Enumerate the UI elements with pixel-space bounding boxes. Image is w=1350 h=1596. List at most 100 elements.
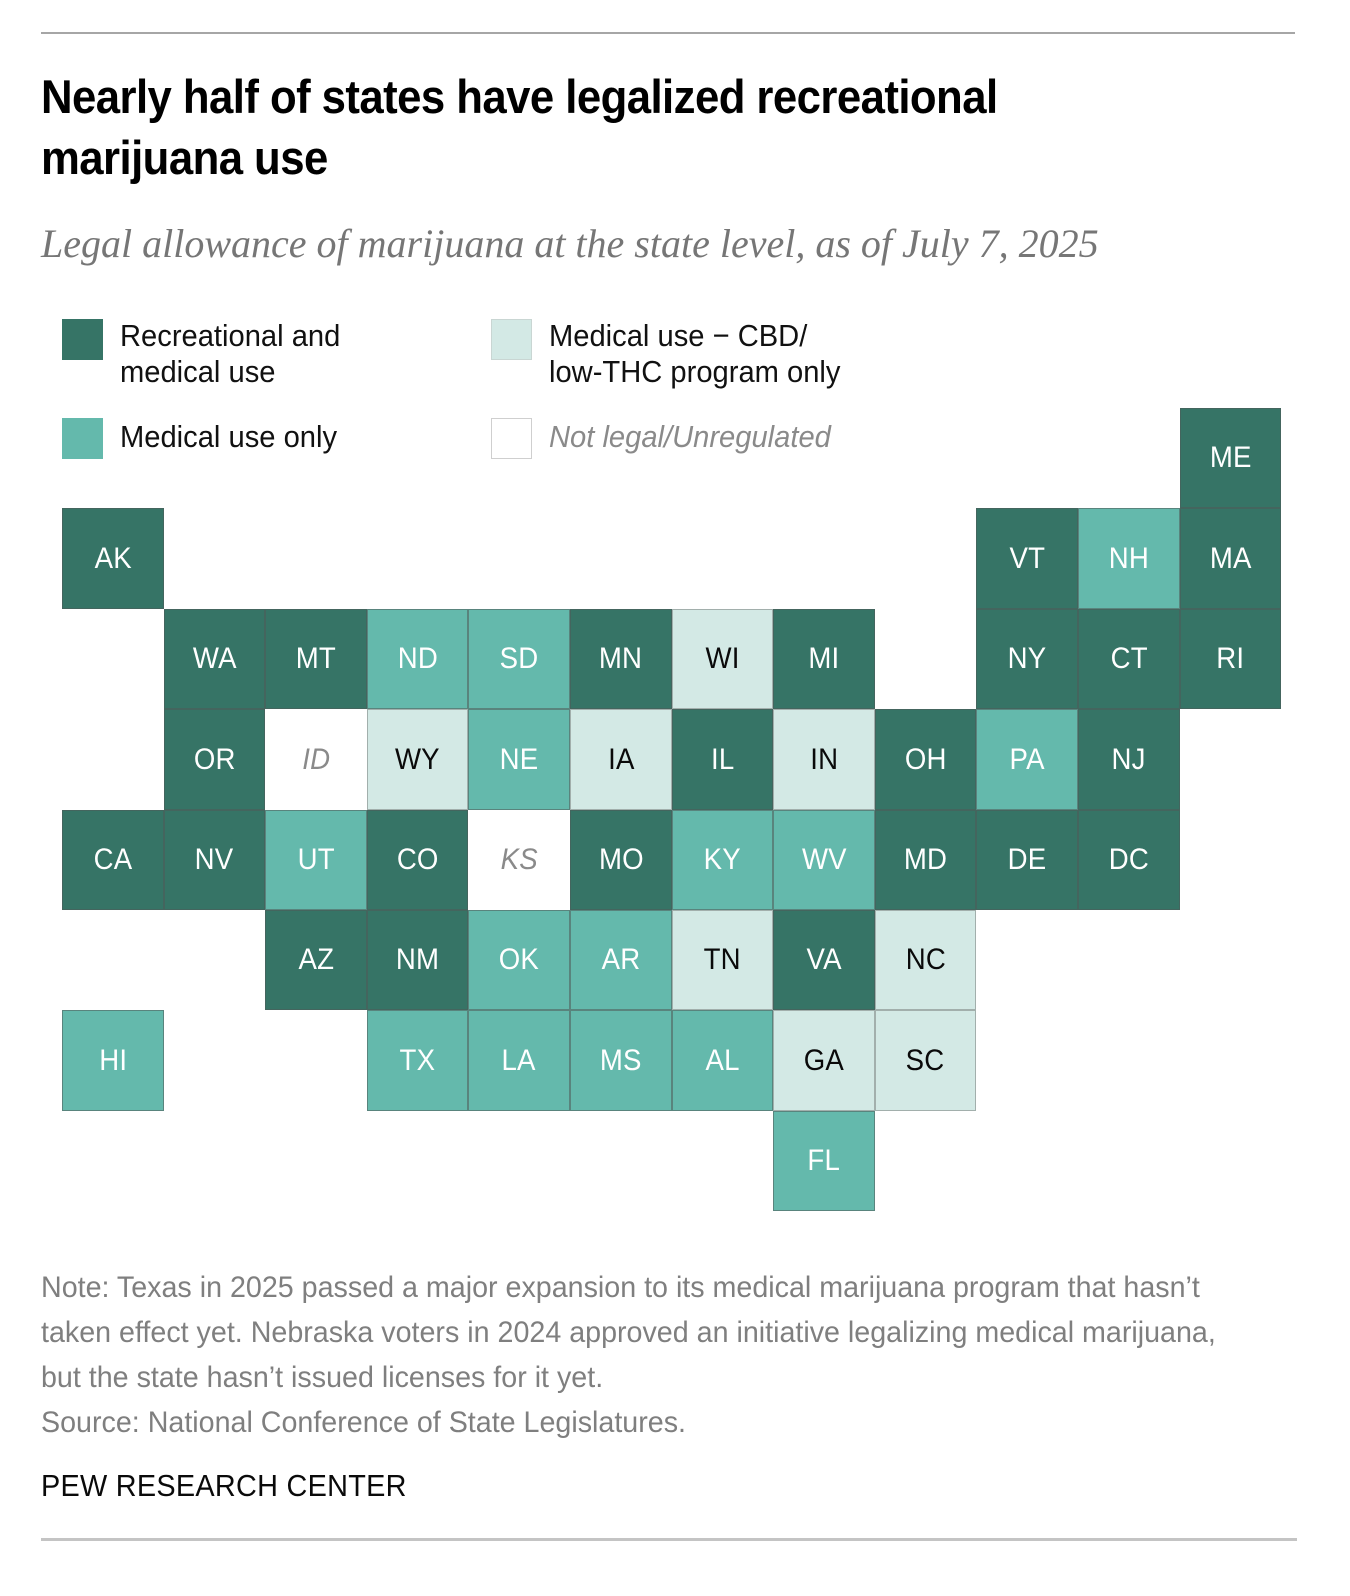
state-tile-ne: NE — [468, 709, 570, 810]
legend-swatch-medical — [62, 418, 103, 459]
state-label: IN — [810, 742, 838, 776]
legend-item-recreational: Recreational and medical use — [62, 318, 354, 390]
state-tile-ar: AR — [570, 910, 672, 1010]
state-tile-ia: IA — [570, 709, 672, 810]
state-label: MD — [903, 843, 948, 876]
source-text: Source: National Conference of State Leg… — [41, 1406, 687, 1439]
state-tile-mn: MN — [570, 609, 672, 709]
state-tile-tx: TX — [367, 1010, 468, 1111]
state-label: GA — [803, 1043, 845, 1077]
state-label: MO — [598, 843, 644, 876]
state-tile-ny: NY — [976, 609, 1078, 709]
state-label: KS — [500, 843, 538, 876]
state-label: CT — [1110, 642, 1148, 675]
state-label: ND — [397, 642, 438, 675]
legend-label-recreational: Recreational and medical use — [120, 318, 340, 390]
state-tile-ri: RI — [1180, 609, 1281, 709]
state-label: IA — [607, 742, 635, 776]
state-tile-ca: CA — [62, 810, 164, 910]
chart-title: Nearly half of states have legalized rec… — [41, 70, 998, 184]
legend-label-line: Medical use − CBD/ — [549, 318, 808, 353]
state-label: ME — [1209, 441, 1252, 474]
state-tile-or: OR — [164, 709, 265, 810]
state-tile-hi: HI — [62, 1010, 164, 1111]
state-tile-la: LA — [468, 1010, 570, 1111]
legend-swatch-cbd — [491, 319, 532, 360]
state-label: NH — [1108, 541, 1150, 575]
state-tile-in: IN — [773, 709, 875, 810]
state-label: HI — [99, 1043, 127, 1077]
state-label: TN — [703, 943, 742, 976]
state-label: ID — [302, 742, 330, 776]
state-label: MI — [808, 642, 840, 675]
state-tile-va: VA — [773, 910, 875, 1010]
state-tile-mo: MO — [570, 810, 672, 910]
state-tile-mi: MI — [773, 609, 875, 709]
state-tile-il: IL — [672, 709, 773, 810]
state-tile-al: AL — [672, 1010, 773, 1111]
legend-item-medical: Medical use only — [62, 417, 351, 459]
publisher-brand: PEW RESEARCH CENTER — [41, 1468, 407, 1503]
state-label: MT — [295, 642, 337, 675]
state-label: PA — [1009, 742, 1045, 776]
state-tile-nd: ND — [367, 609, 468, 709]
note-text: Note: Texas in 2025 passed a major expan… — [41, 1271, 1216, 1394]
state-tile-fl: FL — [773, 1111, 875, 1211]
state-label: NE — [499, 742, 539, 776]
state-tile-wv: WV — [773, 810, 875, 910]
state-label: CO — [396, 843, 439, 876]
state-tile-ks: KS — [468, 810, 570, 910]
state-tile-az: AZ — [265, 910, 367, 1010]
state-label: DE — [1007, 843, 1047, 876]
state-label: SC — [906, 1043, 945, 1077]
state-label: WI — [705, 642, 740, 675]
state-tile-me: ME — [1180, 408, 1281, 508]
state-label: MS — [600, 1043, 642, 1077]
state-label: AK — [94, 541, 132, 575]
state-tile-co: CO — [367, 810, 468, 910]
state-tile-md: MD — [875, 810, 976, 910]
state-label: TX — [399, 1043, 436, 1077]
state-label: OH — [904, 742, 947, 776]
legend-label-line: low-THC program only — [549, 354, 841, 389]
legend-item-cbd: Medical use − CBD/ low-THC program only — [491, 318, 859, 390]
state-label: MA — [1209, 541, 1252, 575]
state-tile-ok: OK — [468, 910, 570, 1010]
state-label: NV — [195, 843, 234, 876]
state-tile-ga: GA — [773, 1010, 875, 1111]
state-label: AL — [705, 1043, 740, 1077]
state-tile-mt: MT — [265, 609, 367, 709]
state-label: NM — [395, 943, 440, 976]
state-tile-wy: WY — [367, 709, 468, 810]
state-tile-ak: AK — [62, 508, 164, 609]
state-label: WY — [395, 742, 440, 776]
state-tile-nh: NH — [1078, 508, 1180, 609]
state-tile-nv: NV — [164, 810, 265, 910]
chart-subtitle: Legal allowance of marijuana at the stat… — [41, 221, 1099, 266]
legend-label-line: Recreational and — [120, 318, 341, 353]
legend-label-cbd: Medical use − CBD/ low-THC program only — [549, 318, 840, 390]
state-label: DC — [1108, 843, 1150, 876]
state-tile-ct: CT — [1078, 609, 1180, 709]
bottom-divider — [41, 1538, 1297, 1541]
state-tile-tn: TN — [672, 910, 773, 1010]
state-tile-sd: SD — [468, 609, 570, 709]
state-label: MN — [599, 642, 643, 675]
state-tile-pa: PA — [976, 709, 1078, 810]
footnote: Note: Texas in 2025 passed a major expan… — [41, 1265, 1254, 1445]
top-divider — [41, 32, 1295, 34]
state-label: CA — [93, 843, 133, 876]
state-label: KY — [703, 843, 742, 876]
state-label: VT — [1009, 541, 1045, 575]
state-label: LA — [501, 1043, 537, 1077]
state-tile-sc: SC — [875, 1010, 976, 1111]
state-tile-ky: KY — [672, 810, 773, 910]
state-label: SD — [499, 642, 539, 675]
state-label: NY — [1007, 642, 1047, 675]
state-label: AZ — [298, 943, 334, 976]
state-tile-nj: NJ — [1078, 709, 1180, 810]
state-label: VA — [806, 943, 842, 976]
legend-label-line: medical use — [120, 354, 276, 389]
state-label: NC — [905, 943, 946, 976]
